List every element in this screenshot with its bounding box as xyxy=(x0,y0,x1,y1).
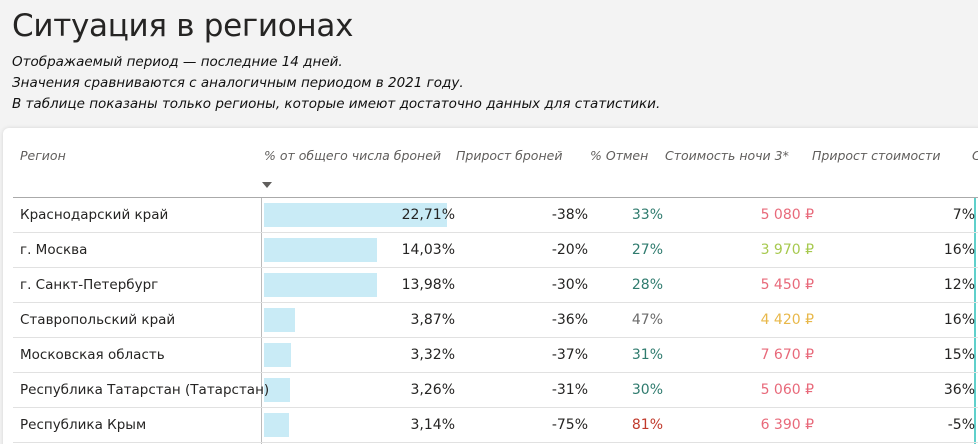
cell-share: 3,32% xyxy=(410,347,455,363)
share-bar xyxy=(264,343,291,367)
cell-price: 7 670 ₽ xyxy=(760,347,814,363)
table-row[interactable]: г. Санкт-Петербург 13,98% -30% 28% 5 450 ₽ 12… xyxy=(13,268,978,303)
cell-cancel: 27% xyxy=(631,242,663,258)
cell-region: Республика Татарстан (Татарстан) xyxy=(20,382,270,398)
table-row[interactable]: г. Москва 14,03% -20% 27% 3 970 ₽ 16% xyxy=(13,233,978,268)
column-header-share[interactable]: % от общего числа броней xyxy=(264,148,442,163)
table-row[interactable]: Краснодарский край 22,71% -38% 33% 5 080 ₽ 7% xyxy=(13,198,978,233)
sort-descending-icon[interactable] xyxy=(262,182,272,188)
cell-share: 3,87% xyxy=(410,312,455,328)
cell-price-growth: 16% xyxy=(943,242,975,258)
column-header-cancel[interactable]: % Отмен xyxy=(590,148,649,163)
column-header-price[interactable]: Стоимость ночи 3* xyxy=(665,148,789,163)
table-row[interactable]: Республика Татарстан (Татарстан) 3,26% -31… xyxy=(13,373,978,408)
column-header-partial[interactable]: Ср xyxy=(972,148,978,163)
table-row[interactable]: Ставропольский край 3,87% -36% 47% 4 420 ₽ 16… xyxy=(13,303,978,338)
cell-region: г. Москва xyxy=(20,242,88,258)
cell-price-growth: 16% xyxy=(943,312,975,328)
cell-price: 3 970 ₽ xyxy=(760,242,814,258)
column-header-growth[interactable]: Прирост броней xyxy=(456,148,563,163)
cell-growth: -37% xyxy=(551,347,588,363)
subtitle-note: В таблице показаны только регионы, котор… xyxy=(12,96,661,112)
page-title: Ситуация в регионах xyxy=(12,8,354,44)
cell-price: 4 420 ₽ xyxy=(760,312,814,328)
cell-price-growth: 7% xyxy=(952,207,975,223)
regions-table: Регион % от общего числа броней Прирост … xyxy=(3,128,978,444)
cell-share: 22,71% xyxy=(401,207,455,223)
cell-cancel: 81% xyxy=(631,417,663,433)
cell-share: 14,03% xyxy=(401,242,455,258)
cell-price: 5 060 ₽ xyxy=(760,382,814,398)
table-row[interactable]: Республика Крым 3,14% -75% 81% 6 390 ₽ -5% xyxy=(13,408,978,443)
share-bar xyxy=(264,378,291,402)
cell-growth: -36% xyxy=(551,312,588,328)
cell-share: 13,98% xyxy=(401,277,455,293)
header-divider xyxy=(13,197,978,198)
cell-price-growth: 15% xyxy=(943,347,975,363)
cell-price-growth: -5% xyxy=(947,417,975,433)
cell-cancel: 30% xyxy=(631,382,663,398)
cell-region: Республика Крым xyxy=(20,417,147,433)
cell-growth: -30% xyxy=(551,277,588,293)
share-bar xyxy=(264,413,290,437)
cell-growth: -75% xyxy=(551,417,588,433)
cell-price: 6 390 ₽ xyxy=(760,417,814,433)
share-bar xyxy=(264,238,378,262)
cell-cancel: 31% xyxy=(631,347,663,363)
column-header-region[interactable]: Регион xyxy=(20,148,66,163)
cell-cancel: 28% xyxy=(631,277,663,293)
cell-growth: -20% xyxy=(551,242,588,258)
subtitle-period: Отображаемый период — последние 14 дней. xyxy=(12,54,343,70)
cell-share: 3,26% xyxy=(410,382,455,398)
cell-growth: -38% xyxy=(551,207,588,223)
cell-price-growth: 12% xyxy=(943,277,975,293)
accent-divider xyxy=(974,198,976,444)
share-bar xyxy=(264,203,447,227)
cell-region: Московская область xyxy=(20,347,165,363)
cell-cancel: 47% xyxy=(631,312,663,328)
column-header-price-growth[interactable]: Прирост стоимости xyxy=(812,148,941,163)
share-bar xyxy=(264,308,296,332)
subtitle-comparison: Значения сравниваются с аналогичным пери… xyxy=(12,75,464,91)
table-row[interactable]: Московская область 3,32% -37% 31% 7 670 ₽ 15% xyxy=(13,338,978,373)
cell-price: 5 450 ₽ xyxy=(760,277,814,293)
cell-price: 5 080 ₽ xyxy=(760,207,814,223)
cell-share: 3,14% xyxy=(410,417,455,433)
share-bar xyxy=(264,273,377,297)
cell-growth: -31% xyxy=(551,382,588,398)
cell-region: Краснодарский край xyxy=(20,207,169,223)
column-divider xyxy=(261,198,262,444)
page-header: Ситуация в регионах Отображаемый период … xyxy=(12,6,660,115)
cell-price-growth: 36% xyxy=(943,382,975,398)
table-header: Регион % от общего числа броней Прирост … xyxy=(3,128,978,198)
cell-region: Ставропольский край xyxy=(20,312,176,328)
cell-cancel: 33% xyxy=(631,207,663,223)
cell-region: г. Санкт-Петербург xyxy=(20,277,159,293)
